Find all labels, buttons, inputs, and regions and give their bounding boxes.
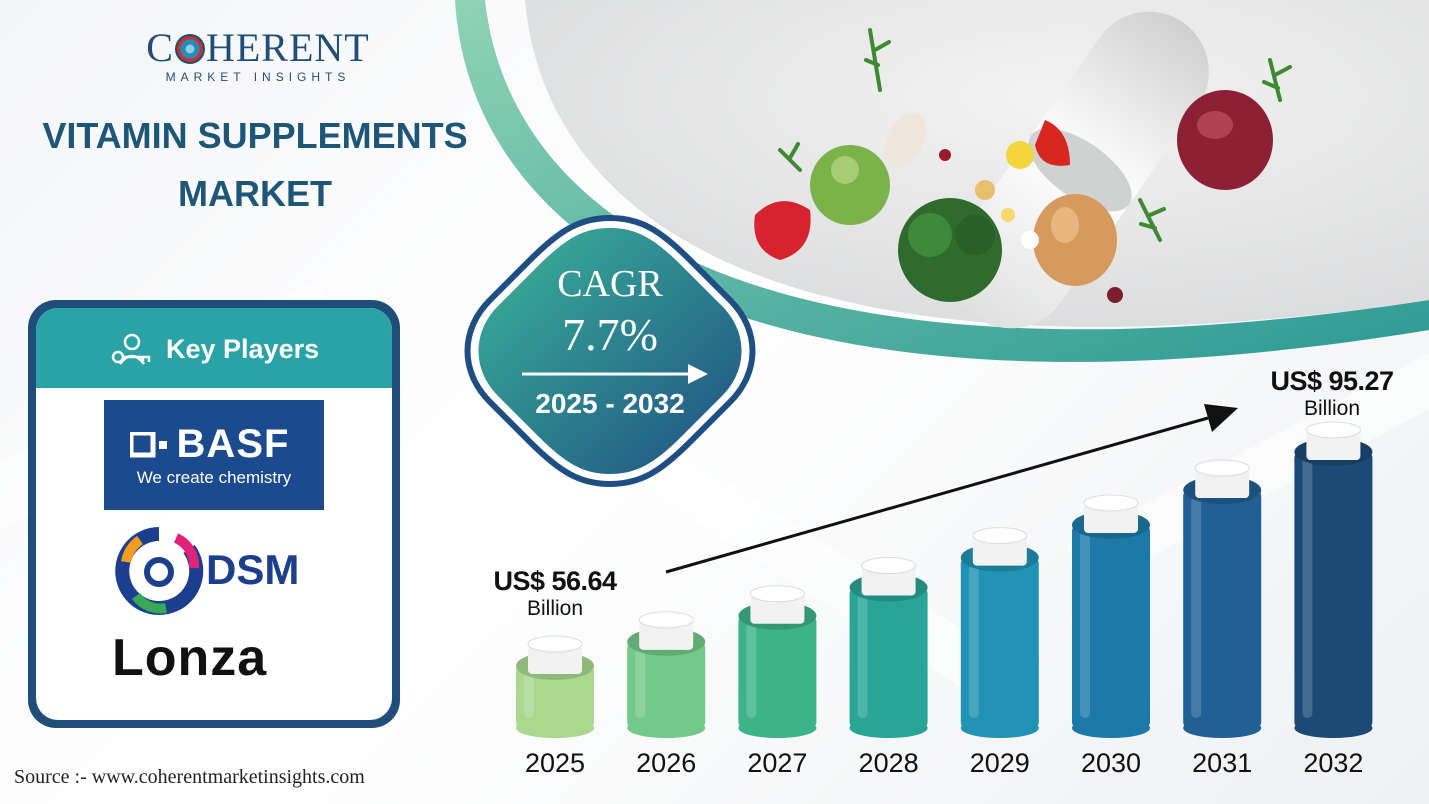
key-players-card: Key Players	[28, 300, 400, 728]
dsm-name: DSM	[206, 546, 300, 593]
bar-base	[1294, 718, 1373, 738]
bar-body	[1183, 490, 1262, 728]
x-tick-label: 2030	[1081, 748, 1141, 778]
bar-body	[960, 557, 1039, 728]
bar-2029	[960, 527, 1039, 738]
bar-cap-top	[527, 635, 583, 653]
brand-tagline: MARKET INSIGHTS	[165, 70, 351, 84]
end-value: US$ 95.27	[1270, 366, 1394, 396]
lonza-name: Lonza	[112, 629, 268, 687]
bar-cap-top	[1305, 421, 1361, 439]
brand-logo: C HERENT MARKET INSIGHTS	[138, 28, 378, 85]
bar-cap-top	[1083, 494, 1139, 512]
key-players-heading: Key Players	[166, 334, 320, 364]
bar-cap-top	[1194, 459, 1250, 477]
page-title-line1: VITAMIN SUPPLEMENTS	[42, 115, 468, 156]
x-tick-label: 2032	[1303, 748, 1363, 778]
start-value: US$ 56.64	[493, 566, 617, 596]
bar-2027	[738, 585, 817, 738]
bar-shine	[635, 647, 646, 718]
bar-cap	[639, 619, 694, 650]
bar-base	[1183, 718, 1262, 738]
cagr-label: CAGR	[557, 263, 663, 305]
bar-shine	[968, 563, 979, 718]
bar-cap	[861, 565, 916, 596]
bar-shine	[1080, 530, 1090, 718]
bar-base	[738, 718, 817, 738]
bar-cap	[528, 644, 582, 674]
brand-name: C HERENT	[138, 28, 378, 68]
cagr-period: 2025 - 2032	[535, 388, 685, 419]
bar-cap	[1195, 468, 1250, 499]
bar-body	[627, 641, 706, 728]
bar-2025	[516, 635, 594, 738]
bar-2030	[1072, 494, 1150, 738]
bar-2031	[1183, 459, 1262, 738]
dsm-logo-icon	[115, 527, 204, 615]
x-tick-label: 2026	[636, 748, 696, 778]
bar-body	[849, 587, 928, 728]
end-value-annotation: US$ 95.27 Billion	[1258, 366, 1406, 421]
bar-cap-top	[972, 527, 1028, 545]
trend-arrow-icon	[665, 404, 1238, 574]
x-tick-label: 2029	[970, 748, 1030, 778]
end-unit: Billion	[1303, 397, 1361, 420]
bar-cap	[1084, 502, 1138, 533]
x-tick-label: 2028	[859, 748, 919, 778]
bar-shine	[1191, 496, 1202, 718]
bar-base	[1072, 718, 1150, 738]
start-value-annotation: US$ 56.64 Billion	[478, 566, 632, 621]
bar-shine	[1302, 458, 1313, 718]
start-unit: Billion	[526, 597, 584, 620]
x-tick-label: 2025	[525, 748, 585, 778]
basf-logo: BASF We create chemistry	[104, 400, 324, 510]
strawberry-icon	[754, 201, 811, 260]
bar-2032	[1294, 421, 1373, 738]
bar-cap	[1306, 430, 1361, 460]
brand-name-suffix: HERENT	[205, 25, 370, 70]
bar-body	[1294, 452, 1373, 728]
bar-cap-top	[638, 611, 694, 629]
bar-body	[1072, 524, 1150, 728]
bar-shine	[746, 621, 757, 718]
cagr-value: 7.7%	[562, 309, 658, 360]
apple-icon	[810, 145, 890, 225]
x-axis-labels: 2025 2026 2027 2028 2029 2030 2031 2032	[525, 748, 1363, 778]
pepper-icon	[1035, 120, 1070, 166]
bar-cap-top	[749, 585, 805, 603]
basf-name: BASF	[176, 422, 290, 466]
bar-body	[516, 666, 594, 728]
bar-base	[627, 718, 706, 738]
basf-tagline: We create chemistry	[136, 468, 292, 487]
arrow-right-icon	[522, 364, 708, 384]
basf-logo-icon	[130, 432, 167, 458]
brand-name-prefix: C	[146, 25, 174, 70]
bar-base	[516, 718, 594, 738]
bar-body	[738, 615, 817, 728]
bar-base	[849, 718, 928, 738]
bar-shine	[524, 672, 534, 718]
bar-cap-top	[861, 557, 917, 575]
page-title-line2: MARKET	[178, 173, 332, 214]
key-players-panel: Key Players	[36, 308, 392, 720]
bar-shine	[857, 593, 868, 718]
globe-icon	[174, 34, 205, 64]
bar-base	[960, 718, 1039, 738]
key-icon	[111, 333, 151, 365]
source-note: Source :- www.coherentmarketinsights.com	[14, 766, 365, 788]
bar-cap	[750, 593, 805, 624]
key-players-header: Key Players	[36, 308, 392, 388]
bar-2028	[849, 557, 928, 738]
bar-cap	[972, 535, 1027, 566]
x-tick-label: 2031	[1192, 748, 1252, 778]
bar-series	[516, 421, 1373, 738]
x-tick-label: 2027	[747, 748, 807, 778]
bar-2026	[627, 611, 706, 738]
red-onion-icon	[1177, 90, 1273, 190]
